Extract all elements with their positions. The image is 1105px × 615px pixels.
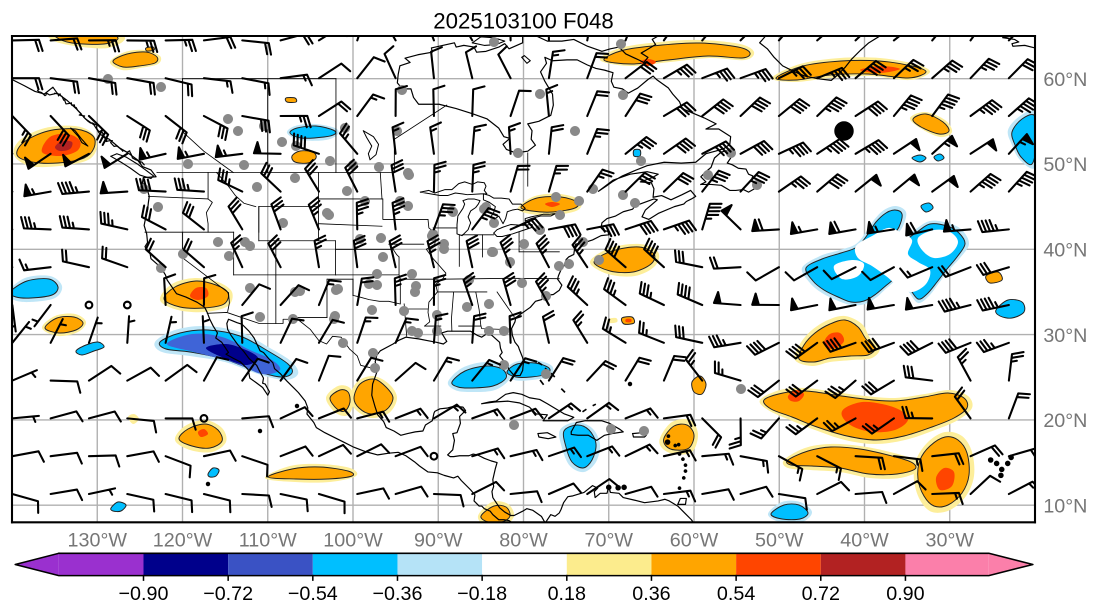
svg-text:30°N: 30°N — [1043, 325, 1087, 347]
svg-text:0.90: 0.90 — [886, 583, 924, 605]
svg-text:40°W: 40°W — [840, 529, 889, 551]
svg-text:90°W: 90°W — [414, 529, 463, 551]
svg-text:0.72: 0.72 — [802, 583, 840, 605]
svg-text:−0.72: −0.72 — [203, 583, 253, 605]
svg-text:120°W: 120°W — [153, 529, 213, 551]
svg-text:50°W: 50°W — [755, 529, 804, 551]
svg-text:60°W: 60°W — [670, 529, 719, 551]
svg-text:−0.18: −0.18 — [457, 583, 507, 605]
svg-text:2025103100 F048: 2025103100 F048 — [433, 8, 613, 33]
svg-text:110°W: 110°W — [239, 529, 297, 551]
svg-text:100°W: 100°W — [323, 529, 383, 551]
svg-text:20°N: 20°N — [1043, 410, 1087, 432]
svg-text:80°W: 80°W — [499, 529, 548, 551]
svg-text:−0.90: −0.90 — [119, 583, 169, 605]
svg-text:−0.36: −0.36 — [373, 583, 423, 605]
svg-text:0.36: 0.36 — [632, 583, 670, 605]
svg-text:50°N: 50°N — [1043, 154, 1087, 176]
svg-text:130°W: 130°W — [68, 529, 128, 551]
svg-text:−0.54: −0.54 — [288, 583, 338, 605]
svg-text:0.54: 0.54 — [717, 583, 755, 605]
svg-text:70°W: 70°W — [585, 529, 634, 551]
svg-text:40°N: 40°N — [1043, 239, 1087, 261]
svg-text:10°N: 10°N — [1043, 495, 1087, 517]
svg-text:60°N: 60°N — [1043, 69, 1087, 91]
svg-text:30°W: 30°W — [926, 529, 975, 551]
svg-text:0.18: 0.18 — [548, 583, 586, 605]
